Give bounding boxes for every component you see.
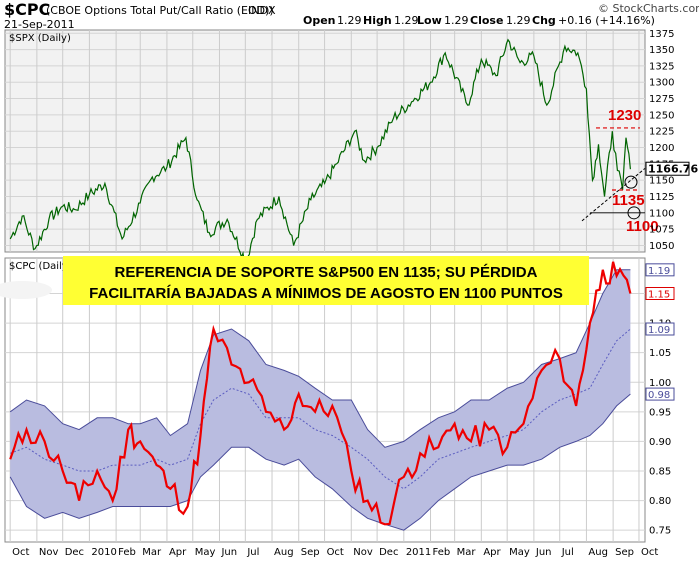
x-tick-label: May <box>509 547 530 558</box>
cpc-y-tick-label: 0.75 <box>649 526 671 537</box>
x-tick-label: Jul <box>561 547 574 558</box>
spx-y-tick-label: 1375 <box>649 29 674 40</box>
x-tick-label: Nov <box>353 547 373 558</box>
cpc-y-tick-label: 0.95 <box>649 407 671 418</box>
cpc-y-tick-label: 1.05 <box>649 348 671 359</box>
x-axis: Oct Nov Dec 2010 Feb Mar Apr May Jun Jul Aug Sep Oct… <box>12 547 658 558</box>
cpc-ratio-line <box>9 261 632 526</box>
spx-y-tick-label: 1225 <box>649 127 674 138</box>
trendline <box>581 168 646 222</box>
cpc-y-tick-label: 0.80 <box>649 496 671 507</box>
x-tick-label: Mar <box>457 547 477 558</box>
level-label-1135: 1135 <box>612 192 645 209</box>
x-tick-label: Sep <box>301 547 320 558</box>
close-label: Close <box>470 14 503 27</box>
spx-y-tick-label: 1200 <box>649 143 674 154</box>
annotation-line-2: FACILITARÍA BAJADAS A MÍNIMOS DE AGOSTO … <box>89 285 563 302</box>
description: (CBOE Options Total Put/Call Ratio (EOD)… <box>46 4 274 17</box>
annotation-line-1: REFERENCIA DE SOPORTE S&P500 EN 1135; SU… <box>115 264 538 281</box>
spx-y-tick-label: 1350 <box>649 45 674 56</box>
spx-panel-title: $SPX (Daily) <box>9 33 71 44</box>
x-tick-label: Jul <box>246 547 259 558</box>
spx-y-axis: 1050107511001125115011751200122512501275… <box>645 29 698 252</box>
date: 21-Sep-2011 <box>4 18 75 31</box>
spx-y-tick-label: 1075 <box>649 225 674 236</box>
lower-band-last-value: 0.98 <box>648 390 670 401</box>
symbol: $CPC <box>4 0 50 19</box>
exchange: INDX <box>248 4 276 17</box>
open-value: 1.29 <box>337 14 362 27</box>
low-value: 1.29 <box>444 14 469 27</box>
marker-circle <box>627 206 641 220</box>
spx-vertical-grid <box>9 30 640 252</box>
high-value: 1.29 <box>394 14 419 27</box>
x-tick-label: Jun <box>220 547 237 558</box>
close-value: 1.29 <box>506 14 531 27</box>
spx-y-tick-label: 1325 <box>649 61 674 72</box>
low-label: Low <box>417 14 442 27</box>
cpc-y-tick-label: 1.00 <box>649 378 671 389</box>
cpc-y-tick-label: 0.85 <box>649 467 671 478</box>
ohlc-readout: Open 1.29 High 1.29 Low 1.29 Close 1.29 … <box>303 14 655 27</box>
chg-value: +0.16 (+14.16%) <box>558 14 655 27</box>
spx-price-line <box>9 38 631 265</box>
x-tick-label: Jun <box>535 547 552 558</box>
x-tick-label: Mar <box>142 547 162 558</box>
cpc-last-value: 1.15 <box>648 290 670 301</box>
ma-last-value-box <box>645 322 675 336</box>
upper-band-last-value: 1.19 <box>648 266 670 277</box>
cpc-panel-title: $CPC (Daily) <box>9 261 72 272</box>
x-tick-label: Dec <box>379 547 398 558</box>
level-label-1100: 1100 <box>626 218 659 235</box>
spx-y-tick-label: 1150 <box>649 176 674 187</box>
level-label-1230: 1230 <box>608 107 641 124</box>
ma-last-value: 1.09 <box>648 325 670 336</box>
spx-y-tick-label: 1300 <box>649 78 674 89</box>
x-tick-label: 2011 <box>406 547 431 558</box>
x-tick-label: Feb <box>433 547 451 558</box>
x-tick-label: Feb <box>118 547 136 558</box>
open-label: Open <box>303 14 336 27</box>
spx-y-tick-label: 1275 <box>649 94 674 105</box>
x-tick-label: Apr <box>483 547 501 558</box>
legend-placeholder <box>0 281 52 299</box>
spx-y-tick-label: 1125 <box>649 192 674 203</box>
spx-y-tick-label: 1100 <box>649 208 674 219</box>
spx-y-tick-label: 1250 <box>649 110 674 121</box>
high-label: High <box>363 14 392 27</box>
x-tick-label: Aug <box>588 547 608 558</box>
x-tick-label: Nov <box>39 547 59 558</box>
x-tick-label: May <box>195 547 216 558</box>
x-tick-label: 2010 <box>91 547 116 558</box>
cpc-last-value-labels: 1.19 1.15 1.09 0.98 <box>645 263 675 401</box>
brand-logo: © StockCharts.com <box>598 2 699 15</box>
spx-support-annotations: 1230 1135 1100 <box>581 107 659 235</box>
x-tick-label: Oct <box>12 547 29 558</box>
x-tick-label: Oct <box>327 547 344 558</box>
chg-label: Chg <box>532 14 556 27</box>
spx-y-tick-label: 1050 <box>649 241 674 252</box>
x-tick-label: Apr <box>169 547 187 558</box>
spx-last-value: 1166.76 <box>648 163 698 176</box>
upper-band-last-value-box <box>645 263 675 277</box>
x-tick-label: Dec <box>65 547 84 558</box>
x-tick-label: Oct <box>641 547 658 558</box>
cpc-last-value-box <box>645 287 675 300</box>
lower-band-line <box>9 393 631 531</box>
marker-circle <box>624 175 638 189</box>
x-tick-label: Sep <box>615 547 634 558</box>
cpc-y-tick-label: 0.90 <box>649 437 671 448</box>
lower-band-last-value-box <box>645 387 675 401</box>
upper-band-line <box>9 269 631 448</box>
spx-last-value-box <box>645 161 690 176</box>
x-tick-label: Aug <box>274 547 294 558</box>
annotation-box <box>63 256 589 305</box>
